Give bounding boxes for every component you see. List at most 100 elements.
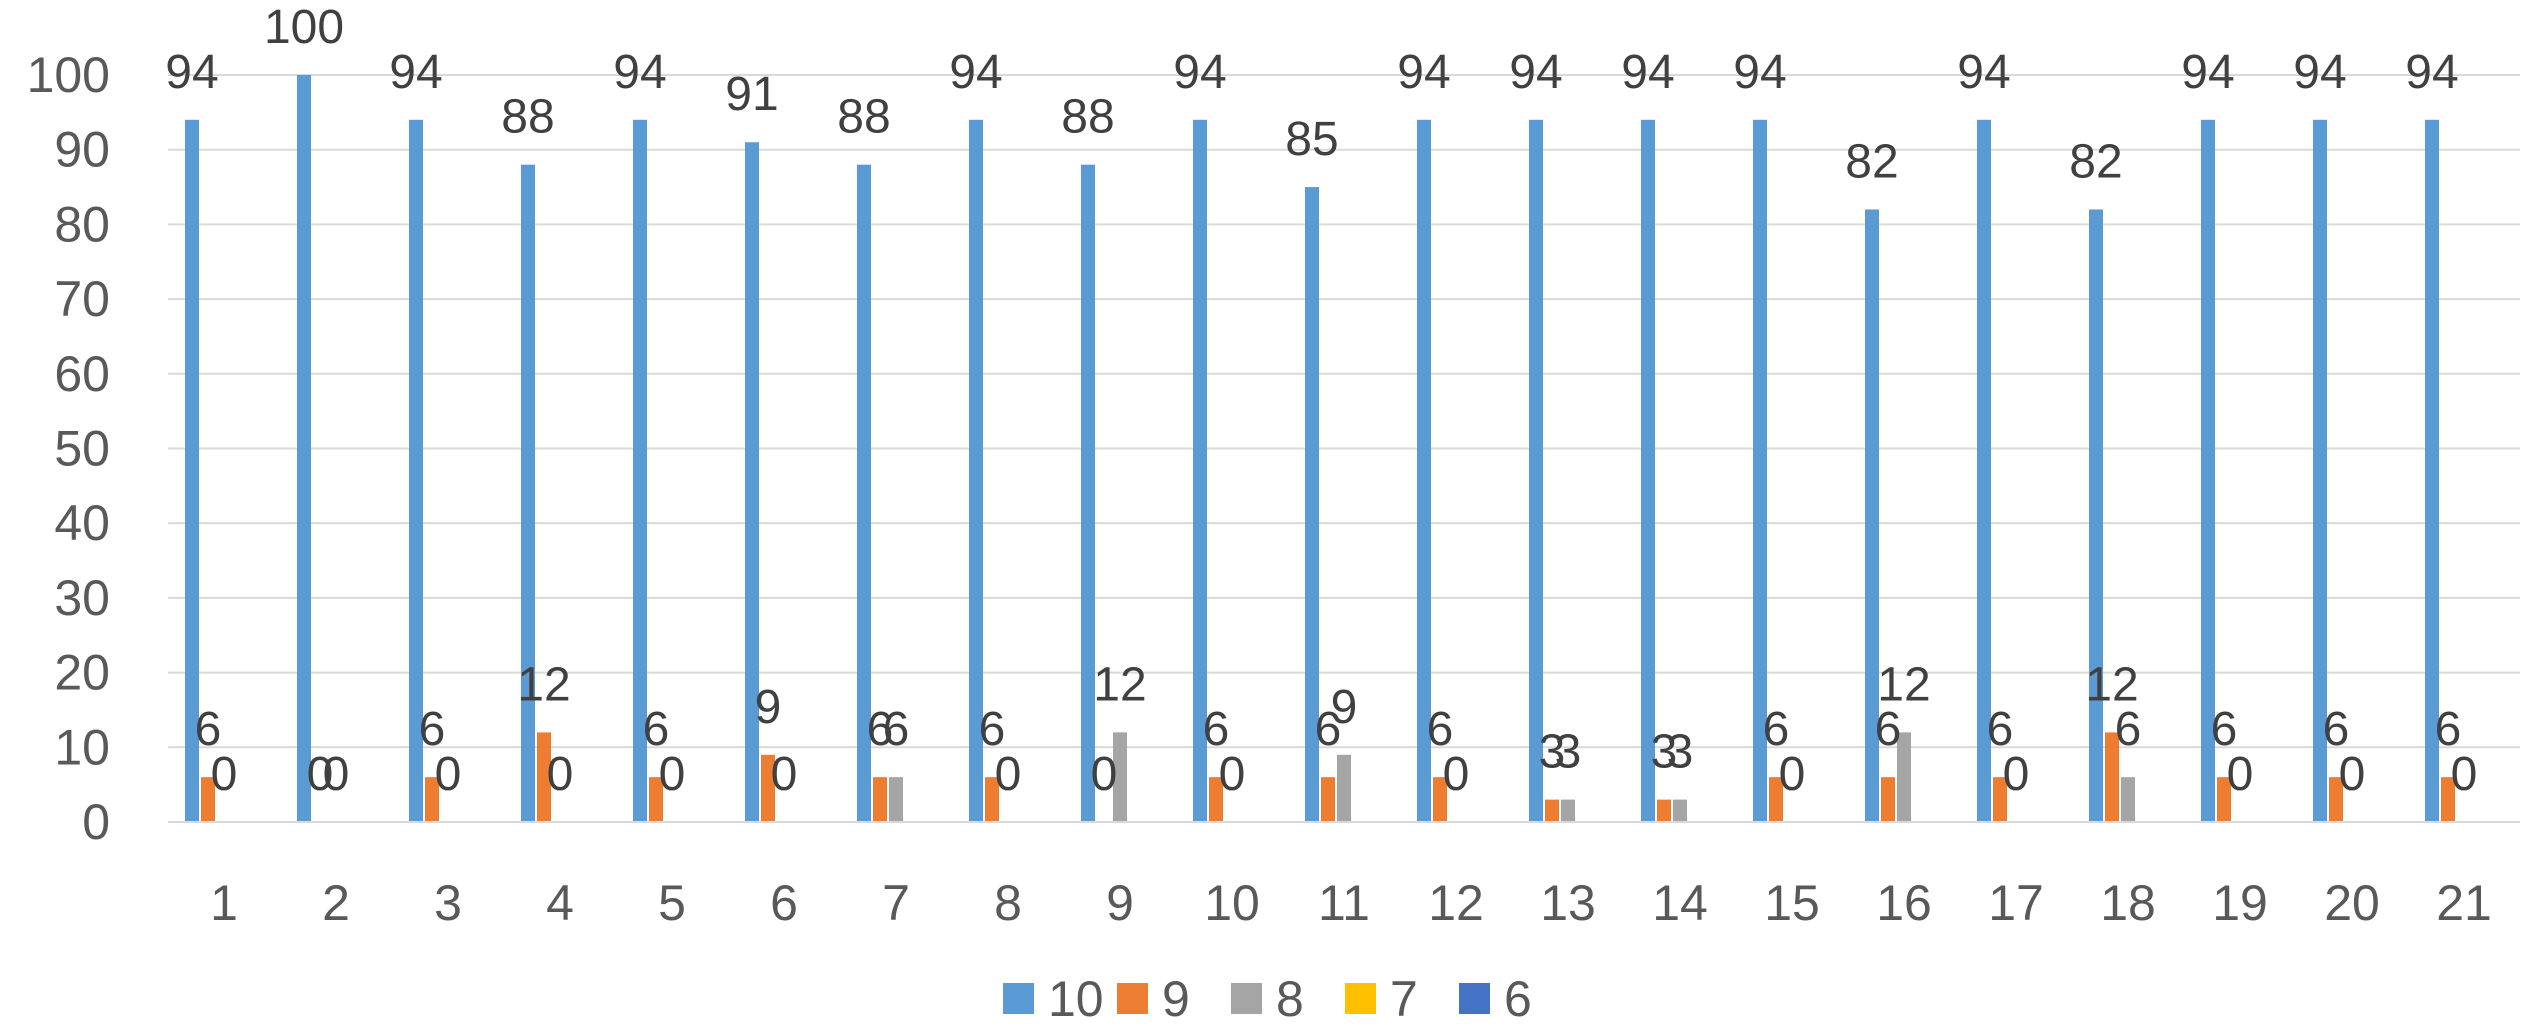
bar-series-10	[409, 119, 423, 822]
bar-series-9	[985, 777, 999, 822]
data-label: 0	[2227, 748, 2254, 801]
bar-series-10	[2089, 209, 2103, 822]
x-tick-label: 12	[1428, 875, 1484, 931]
data-label: 6	[195, 703, 222, 756]
bar-series-10	[185, 119, 199, 822]
data-label: 0	[323, 748, 350, 801]
y-tick-label: 40	[54, 495, 110, 551]
x-tick-label: 2	[322, 875, 350, 931]
data-label: 12	[2085, 658, 2138, 711]
bar-series-9	[649, 777, 663, 822]
bar-series-10	[2313, 119, 2327, 822]
bar-series-9	[1321, 777, 1335, 822]
data-label: 94	[1173, 46, 1226, 99]
y-tick-label: 80	[54, 196, 110, 252]
bar-series-9	[1209, 777, 1223, 822]
data-label: 0	[307, 748, 334, 801]
data-label: 94	[949, 46, 1002, 99]
bar-series-10	[1865, 209, 1879, 822]
data-labels: 9460100009460881209460919088669460880129…	[165, 1, 2477, 801]
bar-series-9	[201, 777, 215, 822]
data-label: 6	[419, 703, 446, 756]
data-label: 85	[1285, 113, 1338, 166]
data-label: 6	[2115, 703, 2142, 756]
y-tick-label: 20	[54, 645, 110, 701]
data-label: 6	[1763, 703, 1790, 756]
x-tick-label: 14	[1652, 875, 1708, 931]
bar-series-9	[2329, 777, 2343, 822]
data-label: 6	[1875, 703, 1902, 756]
data-label: 94	[1621, 46, 1674, 99]
data-label: 12	[1877, 658, 1930, 711]
data-label: 6	[2323, 703, 2350, 756]
y-tick-label: 70	[54, 271, 110, 327]
x-tick-label: 9	[1106, 875, 1134, 931]
data-label: 94	[2405, 46, 2458, 99]
bar-series-10	[1193, 119, 1207, 822]
data-label: 3	[1539, 726, 1566, 779]
data-label: 12	[517, 658, 570, 711]
bar-series-8	[2121, 777, 2135, 822]
x-tick-label: 19	[2212, 875, 2268, 931]
legend-label: 7	[1390, 971, 1418, 1022]
x-tick-label: 1	[210, 875, 238, 931]
x-tick-label: 16	[1876, 875, 1932, 931]
x-tick-label: 5	[658, 875, 686, 931]
legend-swatch	[1117, 983, 1148, 1014]
data-label: 12	[1093, 658, 1146, 711]
bar-series-9	[537, 732, 551, 822]
y-axis-ticks: 0 10 20 30 40 50 60 70 80 90 100	[27, 47, 110, 850]
y-tick-label: 60	[54, 346, 110, 402]
data-label: 0	[211, 748, 238, 801]
bar-series-10	[857, 164, 871, 822]
legend: 10 9 8 7 6	[1003, 971, 1532, 1027]
data-label: 94	[1509, 46, 1562, 99]
data-label: 6	[883, 703, 910, 756]
x-tick-label: 15	[1764, 875, 1820, 931]
data-label: 94	[1733, 46, 1786, 99]
bar-series-10	[1529, 119, 1543, 822]
x-tick-label: 20	[2324, 875, 2380, 931]
data-label: 9	[755, 681, 782, 734]
data-label: 3	[1651, 726, 1678, 779]
data-label: 94	[2293, 46, 2346, 99]
legend-swatch	[1345, 983, 1376, 1014]
bar-series-10	[1753, 119, 1767, 822]
data-label: 6	[1427, 703, 1454, 756]
data-label: 100	[264, 1, 344, 54]
gridlines	[168, 74, 2520, 749]
y-tick-label: 0	[82, 794, 110, 850]
y-tick-label: 90	[54, 122, 110, 178]
bar-series-10	[1977, 119, 1991, 822]
bar-series-10	[521, 164, 535, 822]
bar-series-9	[1433, 777, 1447, 822]
bar-series-9	[425, 777, 439, 822]
data-label: 0	[1779, 748, 1806, 801]
x-tick-label: 8	[994, 875, 1022, 931]
bar-series-10	[969, 119, 983, 822]
data-label: 91	[725, 68, 778, 121]
x-tick-label: 13	[1540, 875, 1596, 931]
bar-series-10	[1641, 119, 1655, 822]
bar-series-8	[1337, 754, 1351, 822]
bar-series-10	[297, 75, 311, 822]
data-label: 94	[1397, 46, 1450, 99]
data-label: 0	[2451, 748, 2478, 801]
y-tick-label: 100	[27, 47, 110, 103]
x-tick-label: 3	[434, 875, 462, 931]
data-label: 3	[1667, 726, 1694, 779]
bar-series-9	[1545, 799, 1559, 822]
bar-series-10	[1417, 119, 1431, 822]
data-label: 88	[501, 91, 554, 144]
legend-swatch	[1231, 983, 1262, 1014]
data-label: 0	[995, 748, 1022, 801]
data-label: 0	[2339, 748, 2366, 801]
data-label: 6	[2435, 703, 2462, 756]
x-tick-label: 6	[770, 875, 798, 931]
data-label: 3	[1555, 726, 1582, 779]
data-label: 6	[867, 703, 894, 756]
y-tick-label: 30	[54, 570, 110, 626]
bar-series-10	[2201, 119, 2215, 822]
data-label: 82	[2069, 135, 2122, 188]
